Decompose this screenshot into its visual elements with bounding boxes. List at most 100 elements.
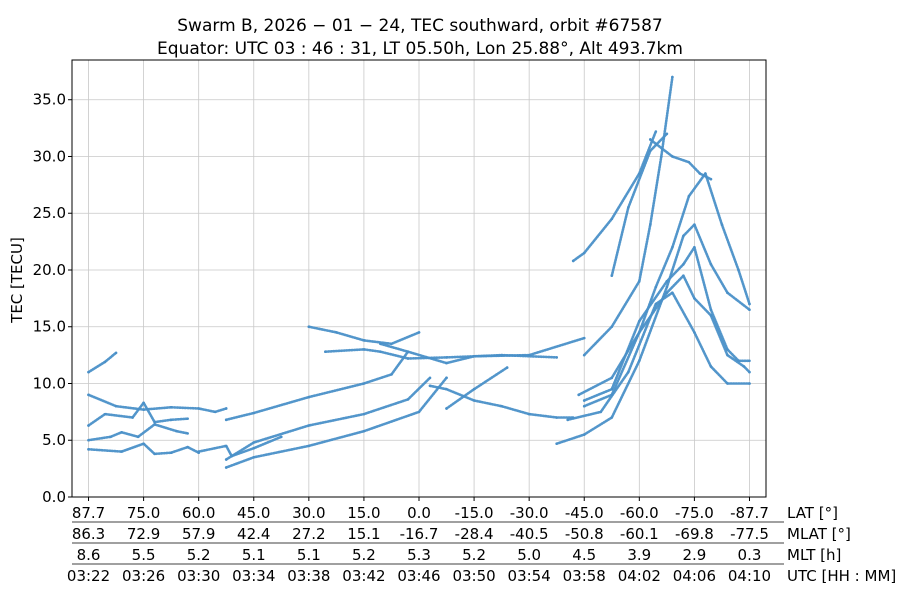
data-point bbox=[406, 350, 410, 354]
x-tick-label: -50.8 bbox=[565, 525, 604, 543]
x-tick-label: 8.6 bbox=[77, 546, 101, 564]
data-point bbox=[671, 75, 674, 79]
data-point bbox=[186, 445, 189, 449]
data-point bbox=[87, 448, 90, 451]
data-point bbox=[582, 404, 586, 408]
y-tick-label: 5.0 bbox=[42, 431, 66, 449]
data-point bbox=[362, 339, 366, 342]
data-point bbox=[665, 132, 669, 136]
data-point bbox=[153, 420, 156, 424]
data-point bbox=[709, 365, 713, 368]
data-point bbox=[704, 172, 707, 175]
x-tick-label: 03:50 bbox=[452, 567, 495, 585]
series-track-2 bbox=[87, 393, 228, 414]
x-tick-label: 30.0 bbox=[292, 504, 325, 522]
data-point bbox=[671, 155, 674, 158]
data-point bbox=[720, 223, 724, 226]
chart-title-line2: Equator: UTC 03 : 46 : 31, LT 05.50h, Lo… bbox=[157, 39, 683, 59]
data-point bbox=[527, 412, 531, 416]
x-tick-label: 86.3 bbox=[72, 525, 105, 543]
x-tick-label: 03:30 bbox=[177, 567, 220, 585]
x-axis: 87.7 75.0 60.0 45.0 30.0 15.0 0.0 -15.0 -30.0 -45… bbox=[67, 497, 896, 585]
x-tick-label: -69.8 bbox=[675, 525, 714, 543]
x-tick-label: 03:34 bbox=[232, 567, 275, 585]
data-point bbox=[153, 452, 156, 456]
x-tick-label: 87.7 bbox=[72, 504, 105, 522]
data-point bbox=[627, 370, 630, 374]
data-point bbox=[500, 404, 503, 408]
x-tick-label: -28.4 bbox=[455, 525, 494, 543]
data-point bbox=[682, 263, 685, 266]
x-tick-label: -45.0 bbox=[565, 504, 604, 522]
data-point bbox=[709, 314, 713, 317]
data-point bbox=[665, 280, 669, 283]
y-axis: 0.0 5.0 10.0 15.0 20.0 25.0 30.0 35.0 bbox=[33, 91, 72, 506]
x-tick-label: 15.0 bbox=[347, 504, 380, 522]
series-track-4 bbox=[87, 401, 189, 427]
data-point bbox=[114, 351, 118, 355]
data-point bbox=[120, 450, 123, 453]
data-point bbox=[671, 245, 674, 249]
data-point bbox=[748, 302, 751, 306]
data-point bbox=[748, 370, 751, 374]
data-point bbox=[87, 370, 90, 374]
data-point bbox=[649, 223, 652, 226]
data-point bbox=[136, 435, 140, 439]
x-tick-label: 27.2 bbox=[292, 525, 325, 543]
series-track-21 bbox=[582, 245, 751, 402]
data-point bbox=[582, 433, 586, 436]
data-point bbox=[224, 407, 228, 410]
data-point bbox=[406, 398, 410, 401]
data-point bbox=[252, 446, 256, 450]
data-point bbox=[698, 172, 702, 175]
data-point bbox=[500, 353, 503, 357]
x-tick-label: 03:22 bbox=[67, 567, 110, 585]
data-point bbox=[571, 259, 575, 263]
x-tick-label: -16.7 bbox=[400, 525, 439, 543]
x-tick-label: -75.0 bbox=[675, 504, 714, 522]
data-point bbox=[610, 217, 614, 221]
data-point bbox=[577, 393, 581, 397]
data-point bbox=[445, 407, 448, 410]
data-point bbox=[252, 411, 256, 415]
data-point bbox=[582, 336, 586, 340]
data-point bbox=[213, 410, 217, 414]
data-point bbox=[252, 455, 256, 459]
x-tick-label: 03:42 bbox=[342, 567, 385, 585]
x-tick-label: 5.2 bbox=[352, 546, 376, 564]
data-point bbox=[390, 373, 393, 376]
data-point bbox=[726, 382, 729, 385]
data-point bbox=[555, 442, 558, 445]
x-tick-label: 03:54 bbox=[508, 567, 551, 585]
y-tick-label: 0.0 bbox=[42, 488, 66, 506]
data-point bbox=[472, 399, 476, 402]
track-line bbox=[571, 130, 658, 263]
data-point bbox=[109, 435, 112, 439]
data-point bbox=[224, 458, 228, 461]
data-point bbox=[582, 353, 586, 357]
data-point bbox=[252, 441, 256, 444]
data-point bbox=[737, 268, 740, 272]
data-point bbox=[748, 308, 751, 312]
series-track-14 bbox=[445, 366, 509, 410]
data-point bbox=[687, 160, 691, 164]
x-tick-label: 03:26 bbox=[122, 567, 165, 585]
x-tick-label: 03:58 bbox=[563, 567, 606, 585]
data-point bbox=[693, 245, 696, 249]
data-point bbox=[362, 412, 366, 416]
x-tick-label: 75.0 bbox=[127, 504, 160, 522]
data-point bbox=[610, 416, 614, 419]
data-point bbox=[131, 416, 134, 419]
x-tick-label: 42.4 bbox=[237, 525, 270, 543]
track-line bbox=[224, 376, 432, 461]
x-tick-label: 5.0 bbox=[517, 546, 541, 564]
data-point bbox=[709, 177, 713, 181]
data-point bbox=[280, 435, 283, 439]
data-point bbox=[649, 149, 652, 153]
data-point bbox=[726, 291, 729, 294]
x-tick-label: 60.0 bbox=[182, 504, 215, 522]
x-tick-label: 03:38 bbox=[287, 567, 330, 585]
track-line bbox=[582, 246, 751, 402]
data-point bbox=[186, 417, 189, 420]
data-point bbox=[324, 350, 327, 354]
